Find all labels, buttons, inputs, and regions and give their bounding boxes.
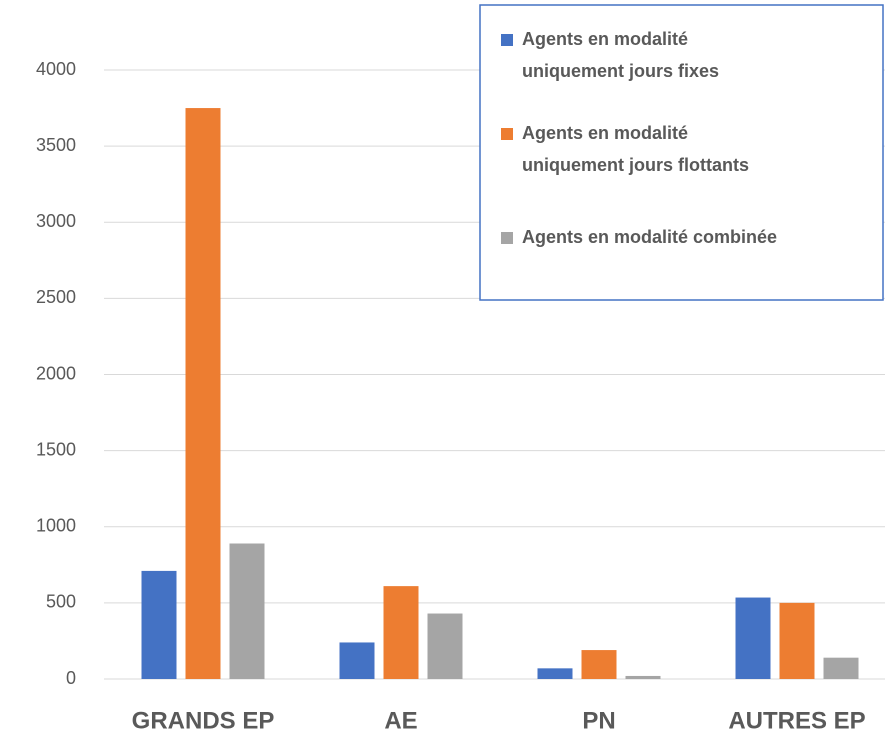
legend-label: Agents en modalité uniquement jours flott…	[522, 123, 749, 175]
bar	[823, 657, 859, 679]
legend-swatch	[501, 34, 513, 46]
bar	[185, 108, 221, 679]
legend-label-line: Agents en modalité	[522, 123, 688, 143]
y-tick-label: 3500	[36, 135, 76, 155]
bar	[581, 650, 617, 679]
legend-label-line: uniquement jours flottants	[522, 155, 749, 175]
legend-label: Agents en modalité uniquement jours fixes	[522, 29, 719, 81]
legend-swatch	[501, 128, 513, 140]
legend-label-line: Agents en modalité	[522, 29, 688, 49]
legend-box	[479, 4, 884, 301]
x-tick-label: GRANDS EP	[132, 707, 275, 734]
bar	[427, 613, 463, 679]
y-tick-label: 2500	[36, 287, 76, 307]
x-tick-label: AE	[384, 707, 417, 734]
y-tick-label: 2000	[36, 363, 76, 383]
bar	[229, 543, 265, 679]
y-tick-label: 1500	[36, 439, 76, 459]
legend: Agents en modalité uniquement jours fixes…	[479, 4, 884, 301]
bar	[383, 586, 419, 679]
bar	[625, 675, 661, 679]
legend-swatch	[501, 232, 513, 244]
bar	[339, 642, 375, 679]
bar	[141, 570, 177, 679]
y-tick-label: 1000	[36, 516, 76, 536]
bar	[735, 597, 771, 679]
x-tick-label: PN	[582, 707, 615, 734]
legend-label: Agents en modalité combinée	[522, 227, 777, 247]
y-tick-label: 4000	[36, 59, 76, 79]
x-tick-label: AUTRES EP	[728, 707, 865, 734]
bar	[779, 602, 815, 679]
legend-label-line: uniquement jours fixes	[522, 61, 719, 81]
bar	[537, 668, 573, 679]
y-tick-label: 500	[46, 592, 76, 612]
y-tick-label: 3000	[36, 211, 76, 231]
y-tick-label: 0	[66, 668, 76, 688]
